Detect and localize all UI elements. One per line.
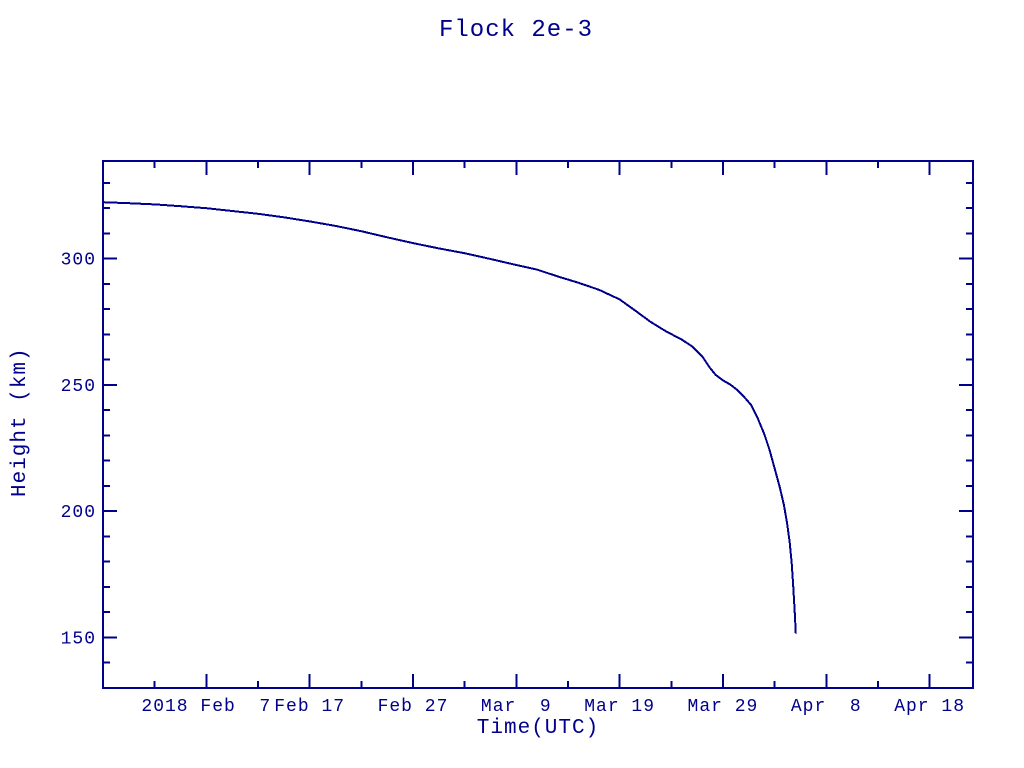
- x-tick-label: Mar 19: [584, 697, 655, 717]
- y-tick-label: 150: [61, 629, 96, 649]
- x-tick-label: Feb 27: [378, 697, 449, 717]
- x-tick-label: Feb 17: [274, 697, 345, 717]
- chart-title: Flock 2e-3: [438, 17, 594, 44]
- x-tick-label: 2018 Feb 7: [141, 697, 271, 717]
- height-decay-curve: [102, 201, 797, 634]
- x-tick-label: Apr 18: [894, 697, 965, 717]
- x-tick-label: Apr 8: [791, 697, 862, 717]
- y-tick-label: 250: [61, 377, 96, 397]
- y-tick-label: 300: [61, 251, 96, 271]
- plot-frame: [102, 160, 974, 689]
- x-tick-label: Mar 29: [688, 697, 759, 717]
- x-axis-label: Time(UTC): [476, 717, 600, 740]
- y-tick-label: 200: [61, 503, 96, 523]
- x-tick-label: Mar 9: [481, 697, 552, 717]
